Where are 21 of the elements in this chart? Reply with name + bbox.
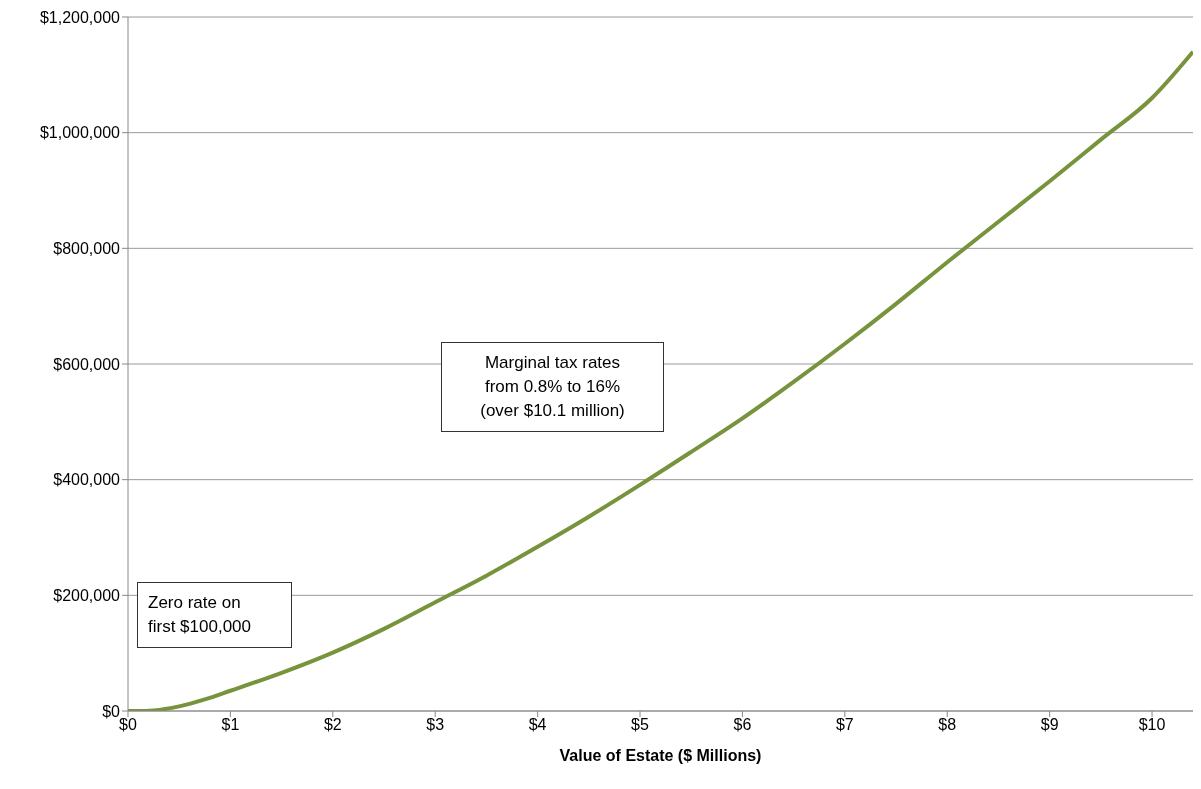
x-tick-label: $10 xyxy=(1138,716,1166,734)
x-tick-label: $0 xyxy=(119,716,137,734)
x-tick-label: $7 xyxy=(835,716,854,734)
x-tick-label: $9 xyxy=(1040,716,1059,734)
x-tick-label: $3 xyxy=(426,716,445,734)
x-tick-label: $1 xyxy=(221,716,240,734)
y-tick-label: $400,000 xyxy=(53,471,121,489)
y-tick-label: $1,000,000 xyxy=(39,124,121,142)
y-tick-label: $1,200,000 xyxy=(39,8,121,26)
x-axis-title: Value of Estate ($ Millions) xyxy=(559,747,762,764)
x-tick-label: $5 xyxy=(631,716,650,734)
note-box: Zero rate on first $100,000 xyxy=(137,582,292,648)
x-tick-label: $6 xyxy=(733,716,752,734)
x-tick-label: $2 xyxy=(323,716,342,734)
x-tick-label: $4 xyxy=(528,716,547,734)
y-tick-label: $0 xyxy=(102,702,121,720)
y-tick-label: $200,000 xyxy=(53,587,121,605)
note-box: Marginal tax rates from 0.8% to 16% (over $10.1 million) xyxy=(441,342,664,432)
y-tick-label: $600,000 xyxy=(53,355,121,373)
x-tick-label: $8 xyxy=(938,716,957,734)
y-tick-label: $800,000 xyxy=(53,240,121,258)
